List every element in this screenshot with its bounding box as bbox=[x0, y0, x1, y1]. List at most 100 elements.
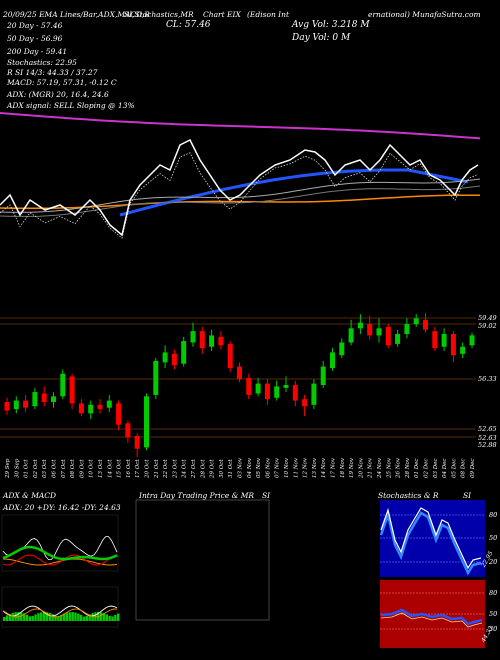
date-tick-label: 13 Nov bbox=[312, 457, 318, 478]
candle-body bbox=[97, 404, 103, 410]
header-part3: Chart EIX bbox=[203, 10, 241, 19]
macd-histogram-bar bbox=[42, 612, 46, 621]
date-tick-label: 20 Nov bbox=[358, 457, 364, 479]
ema200-line bbox=[0, 112, 481, 140]
candle-body bbox=[469, 335, 475, 346]
date-tick-label: 22 Oct bbox=[163, 459, 169, 479]
candle-body bbox=[153, 360, 159, 395]
date-tick-label: 15 Oct bbox=[117, 459, 123, 478]
ema200-label: 200 Day - 59.41 bbox=[7, 47, 68, 56]
rsi-axis-value: 44.33 bbox=[480, 625, 495, 644]
adx-macd-title: ADX & MACD bbox=[3, 491, 57, 500]
band-line-lower bbox=[0, 185, 481, 217]
stoch-axis-50: 50 bbox=[489, 534, 498, 542]
date-tick-label: 29 Oct bbox=[210, 459, 216, 479]
macd-histogram-bar bbox=[102, 613, 106, 621]
adx-line bbox=[2, 536, 118, 561]
plus-dy-line bbox=[2, 545, 118, 561]
main-chart: 29 Sep 30 Sep 01 Oct 02 Oct 03 Oct 06 Oct 07 O… bbox=[0, 112, 481, 479]
macd-line bbox=[2, 605, 118, 617]
macd-histogram-bar bbox=[82, 616, 86, 621]
date-tick-label: 05 Nov bbox=[256, 457, 262, 478]
date-tick-label: 09 Oct bbox=[79, 459, 85, 478]
macd-histogram-bar bbox=[114, 614, 117, 621]
candle-body bbox=[41, 393, 47, 402]
candle-body bbox=[246, 377, 252, 395]
macd-histogram-bar bbox=[62, 613, 66, 621]
date-tick-label: 28 Oct bbox=[200, 459, 206, 479]
macd-histogram-bar bbox=[108, 615, 111, 621]
price-axis-59-49: 59.49 bbox=[478, 314, 497, 322]
candle-body bbox=[218, 336, 224, 346]
macd-histogram-bar bbox=[88, 614, 91, 621]
ema20-label: 20 Day - 57.46 bbox=[7, 21, 63, 30]
date-tick-label: 07 Oct bbox=[61, 459, 67, 478]
candle-body bbox=[209, 335, 215, 347]
header-part1: 20/09/25 EMA Lines/Bar,ADX,MACD,B bbox=[3, 10, 150, 19]
candle-body bbox=[376, 328, 382, 336]
macd-histogram-bar bbox=[97, 612, 100, 621]
price-axis-52-88: 52.88 bbox=[478, 441, 497, 449]
header-part4: (Edison Int bbox=[247, 10, 289, 19]
date-tick-label: 08 Oct bbox=[70, 459, 76, 478]
header-part5: ernational) MunafaSutra.com bbox=[368, 10, 481, 19]
date-tick-label: 24 Oct bbox=[182, 459, 188, 479]
orange-line bbox=[0, 194, 480, 210]
candle-body bbox=[450, 334, 456, 356]
macd-histogram-bar bbox=[54, 615, 57, 621]
macd-histogram-bar bbox=[11, 612, 14, 621]
rsi-panel bbox=[380, 580, 485, 648]
close-price: CL: 57.46 bbox=[166, 20, 211, 30]
candle-body bbox=[88, 404, 94, 414]
stoch-si: SI bbox=[463, 491, 472, 500]
macd-histogram-bar bbox=[91, 613, 94, 621]
adx-signal-label: ADX signal: SELL Sloping @ 13% bbox=[7, 101, 135, 110]
macd-histogram-bar bbox=[34, 614, 37, 621]
candle-body bbox=[441, 334, 447, 347]
candle-body bbox=[134, 436, 140, 449]
macd-histogram-bar bbox=[17, 612, 20, 621]
candle-body bbox=[32, 392, 38, 407]
date-tick-label: 31 Oct bbox=[228, 459, 234, 478]
candle-body bbox=[404, 324, 410, 334]
macd-histogram-bar bbox=[99, 612, 103, 621]
candle-body bbox=[283, 385, 289, 388]
candle-body bbox=[311, 383, 317, 405]
date-tick-label: 08 Dec bbox=[461, 459, 467, 479]
date-tick-label: 10 Oct bbox=[89, 459, 95, 478]
ema50-line bbox=[119, 168, 469, 217]
macd-histogram-bar bbox=[22, 613, 26, 621]
rsi-label: R SI 14/3: 44.33 / 37.27 bbox=[7, 68, 98, 77]
macd-histogram-bar bbox=[85, 615, 89, 621]
adx-values: ADX: 20 +DY: 16.42 -DY: 24.63 bbox=[3, 503, 121, 512]
candle-body bbox=[162, 352, 168, 363]
macd-histogram-bar bbox=[105, 614, 108, 621]
candle-body bbox=[339, 342, 345, 356]
date-tick-label: 03 Nov bbox=[238, 457, 244, 478]
rsi-axis-30: 30 bbox=[489, 625, 498, 633]
date-tick-label: 27 Oct bbox=[191, 459, 197, 479]
candle-body bbox=[320, 366, 326, 385]
adx-label: ADX: (MGR) 20, 16.4, 24.6 bbox=[7, 90, 109, 99]
macd-label: MACD: 57.19, 57.31, -0.12 C bbox=[7, 78, 117, 87]
macd-histogram-bar bbox=[60, 615, 63, 621]
signal-dotted-line bbox=[0, 152, 479, 239]
stoch-axis-80: 80 bbox=[489, 511, 498, 519]
candle-body bbox=[367, 324, 373, 336]
macd-histogram-bar bbox=[65, 612, 69, 621]
intraday-title: Intra Day Trading Price & MR bbox=[139, 491, 255, 500]
candle-body bbox=[264, 383, 270, 400]
macd-signal-line bbox=[2, 608, 118, 618]
macd-histogram-bar bbox=[79, 614, 83, 621]
candle-body bbox=[413, 318, 419, 325]
rsi-line bbox=[380, 608, 483, 626]
macd-histogram-bar bbox=[14, 612, 17, 621]
price-axis-52-63: 52.63 bbox=[478, 434, 497, 442]
macd-panel-frame bbox=[1, 586, 119, 628]
day-volume: Day Vol: 0 M bbox=[292, 33, 351, 43]
candle-body bbox=[274, 386, 280, 398]
date-tick-label: 06 Nov bbox=[265, 457, 271, 478]
minus-dy-line bbox=[2, 554, 118, 566]
macd-histogram-bar bbox=[117, 613, 120, 621]
macd-histogram-bar bbox=[8, 613, 12, 621]
